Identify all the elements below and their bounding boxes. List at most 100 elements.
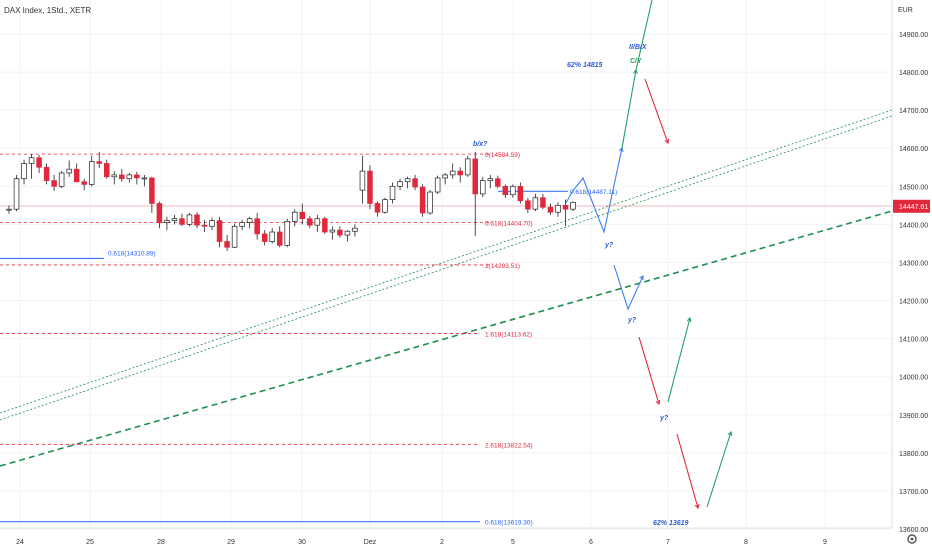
candle[interactable] xyxy=(480,176,486,197)
candle[interactable] xyxy=(397,178,403,191)
candle[interactable] xyxy=(126,172,133,183)
candle[interactable] xyxy=(134,171,140,185)
gear-icon[interactable] xyxy=(907,534,917,544)
candle[interactable] xyxy=(464,155,471,177)
candle[interactable] xyxy=(43,163,50,185)
candle[interactable] xyxy=(231,223,238,249)
candle[interactable] xyxy=(374,201,381,217)
candle[interactable] xyxy=(201,219,208,233)
candle[interactable] xyxy=(276,226,283,248)
candle[interactable] xyxy=(284,218,290,248)
candle-body xyxy=(164,220,170,223)
candle[interactable] xyxy=(104,159,110,179)
candle[interactable] xyxy=(269,228,275,244)
candle[interactable] xyxy=(555,202,561,217)
candle[interactable] xyxy=(209,217,215,231)
candle[interactable] xyxy=(314,214,321,233)
candle[interactable] xyxy=(58,171,65,189)
candle[interactable] xyxy=(179,213,185,227)
candle[interactable] xyxy=(510,184,516,198)
candle[interactable] xyxy=(261,230,268,246)
candle[interactable] xyxy=(502,184,509,198)
candle[interactable] xyxy=(28,153,35,179)
candle[interactable] xyxy=(322,216,328,234)
candle[interactable] xyxy=(532,193,539,212)
candle[interactable] xyxy=(517,182,524,204)
candle[interactable] xyxy=(164,216,170,231)
candle[interactable] xyxy=(487,174,494,189)
candle[interactable] xyxy=(457,167,463,183)
price-tick-label: 14500.00 xyxy=(899,184,928,191)
candle[interactable] xyxy=(547,203,554,215)
candle-body xyxy=(412,178,418,188)
candles[interactable] xyxy=(6,152,576,252)
label-y-2: y? xyxy=(627,317,637,324)
candle[interactable] xyxy=(111,171,118,185)
candle-body xyxy=(322,218,328,233)
candle[interactable] xyxy=(344,230,351,242)
candle[interactable] xyxy=(472,152,478,236)
price-tick-label: 14800.00 xyxy=(899,70,928,77)
candle[interactable] xyxy=(36,155,42,173)
candle-body xyxy=(156,203,163,223)
candle[interactable] xyxy=(427,190,433,215)
candle[interactable] xyxy=(216,216,223,248)
candle[interactable] xyxy=(404,176,411,189)
candle[interactable] xyxy=(495,175,501,189)
candle[interactable] xyxy=(13,174,20,212)
time-tick-label: 25 xyxy=(86,539,94,546)
candle[interactable] xyxy=(96,152,102,169)
candle-body xyxy=(555,205,561,213)
candle[interactable] xyxy=(224,235,230,252)
label-y-1: y? xyxy=(604,242,614,249)
candle-body xyxy=(427,191,433,214)
candle[interactable] xyxy=(21,159,27,185)
time-tick-label: 29 xyxy=(227,539,235,546)
candle[interactable] xyxy=(329,226,336,240)
candle-body xyxy=(231,225,238,248)
candle[interactable] xyxy=(352,224,358,237)
candle[interactable] xyxy=(239,219,245,231)
candle[interactable] xyxy=(141,174,148,187)
candle-body xyxy=(284,221,290,246)
candle-body xyxy=(254,218,260,235)
candle[interactable] xyxy=(292,209,298,227)
candle[interactable] xyxy=(449,163,456,179)
candle[interactable] xyxy=(419,184,426,217)
candle[interactable] xyxy=(367,165,373,210)
candle[interactable] xyxy=(66,160,72,177)
candle[interactable] xyxy=(73,163,80,183)
candle-body xyxy=(66,168,72,174)
candle[interactable] xyxy=(412,174,418,191)
wave-green-up-top xyxy=(635,0,653,71)
candle[interactable] xyxy=(186,212,193,227)
candle[interactable] xyxy=(254,212,260,240)
candle[interactable] xyxy=(389,182,396,204)
candle[interactable] xyxy=(88,155,95,187)
candle[interactable] xyxy=(540,193,546,210)
candle[interactable] xyxy=(81,178,87,191)
candle[interactable] xyxy=(442,172,448,185)
candle[interactable] xyxy=(434,175,441,194)
candle[interactable] xyxy=(570,201,576,212)
candle[interactable] xyxy=(359,155,366,204)
candle[interactable] xyxy=(307,216,313,229)
candle[interactable] xyxy=(194,212,200,229)
wave-red-down-2 xyxy=(638,336,660,405)
candle[interactable] xyxy=(51,174,57,191)
candle[interactable] xyxy=(246,216,253,229)
candle[interactable] xyxy=(119,169,125,182)
candle[interactable] xyxy=(156,201,163,229)
candle[interactable] xyxy=(6,205,12,214)
candle-body xyxy=(517,185,524,202)
candle[interactable] xyxy=(525,197,531,213)
candle[interactable] xyxy=(337,226,343,238)
candle[interactable] xyxy=(382,197,388,214)
candle[interactable] xyxy=(149,176,155,213)
candle-body xyxy=(194,214,200,226)
annotations: b/x? II/B/X C/Y 62% 14815 62% 13619 y? y? y? xyxy=(473,44,689,527)
candle[interactable] xyxy=(562,199,569,227)
candle[interactable] xyxy=(299,203,306,225)
candle[interactable] xyxy=(171,214,178,225)
